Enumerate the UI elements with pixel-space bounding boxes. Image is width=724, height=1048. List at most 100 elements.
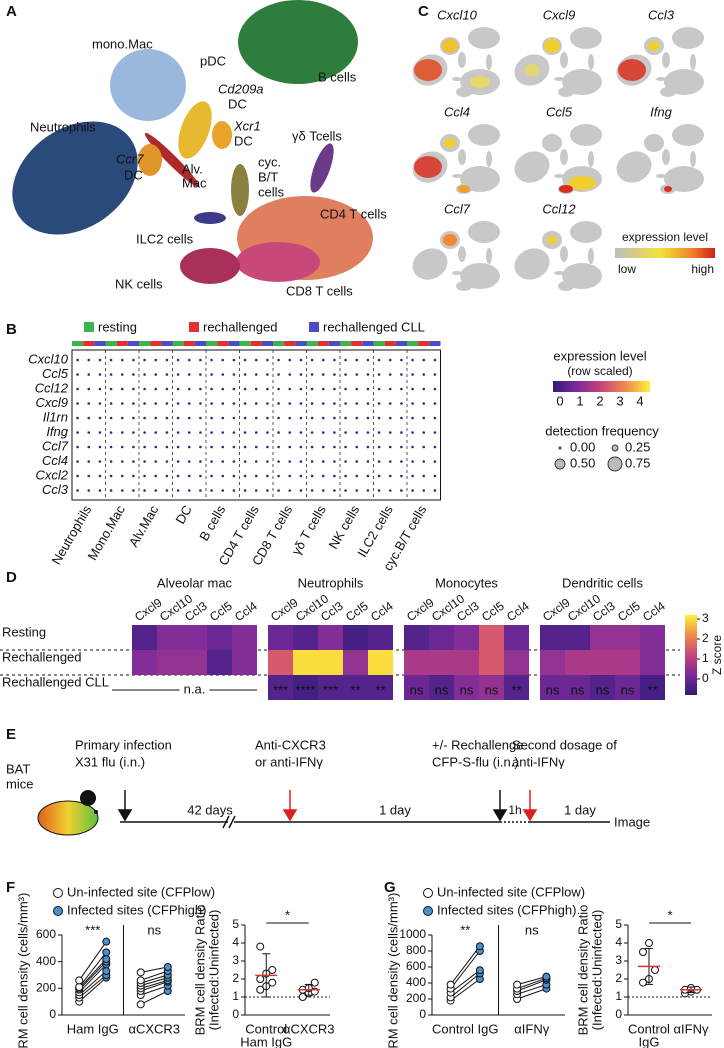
panel-letter: C — [418, 3, 429, 20]
stat-label: ns — [546, 682, 560, 697]
dot-texture — [299, 489, 303, 492]
dot-texture — [355, 358, 359, 362]
y-tick-label: 4 — [615, 935, 622, 949]
cluster-label: CD8 T cells — [286, 283, 353, 298]
condition-bar — [150, 341, 162, 346]
legend-marker — [423, 888, 433, 898]
dot-texture — [433, 474, 437, 478]
dot-texture — [310, 474, 314, 478]
dot-texture — [176, 431, 180, 434]
dot-texture — [76, 416, 79, 420]
condition-bar — [105, 341, 117, 346]
legend-label: rechallenged CLL — [323, 319, 425, 334]
dot-texture — [132, 373, 135, 376]
dot-texture — [310, 358, 314, 362]
dot-texture — [109, 474, 113, 478]
heatmap-cell — [615, 675, 640, 700]
dot-texture — [277, 387, 280, 391]
condition-bar — [362, 341, 374, 346]
dot-texture — [243, 474, 247, 478]
dot-texture — [232, 358, 236, 362]
condition-bar — [183, 341, 195, 346]
dot-texture — [433, 402, 437, 405]
dot-texture — [76, 373, 79, 376]
dot-texture — [210, 416, 213, 420]
dot-texture — [400, 431, 403, 434]
column-label: Ccl5 — [343, 599, 371, 624]
dot-texture — [254, 460, 258, 463]
y-tick-label: 600 — [406, 959, 426, 973]
color-tick: 2 — [596, 393, 603, 408]
dot-texture — [366, 402, 370, 405]
dot-texture — [344, 431, 347, 434]
cell-type-label: Alv.Mac — [126, 502, 162, 549]
plot-frame — [71, 349, 441, 501]
dot-texture — [411, 416, 414, 420]
dot-texture — [310, 489, 314, 492]
annotation: ns — [147, 922, 161, 937]
color-bar — [685, 615, 697, 695]
dot-texture — [411, 474, 414, 478]
dot-texture — [254, 358, 258, 362]
heatmap-cell — [565, 625, 590, 650]
heatmap-cell — [640, 675, 665, 700]
dot-texture — [165, 358, 169, 362]
dot-texture — [344, 460, 347, 463]
dot-texture — [154, 373, 158, 376]
dot-texture — [87, 358, 91, 362]
heatmap-cell — [207, 650, 232, 675]
dot-texture — [254, 489, 258, 492]
cluster-label: ILC2 cells — [136, 231, 194, 246]
dot-texture — [299, 402, 303, 405]
dot-texture — [310, 460, 314, 463]
point — [268, 966, 277, 974]
dot-texture — [400, 474, 403, 478]
cluster-label: B/T — [258, 169, 278, 184]
dot-texture — [109, 489, 113, 492]
dot-texture — [366, 431, 370, 434]
x-tick-label: Ham IgG — [240, 1034, 292, 1048]
heatmap-title: Monocytes — [435, 575, 498, 590]
dot-texture — [199, 431, 202, 434]
gene-label: Ccl5 — [546, 104, 573, 119]
condition-bar — [373, 341, 385, 346]
dot-texture — [210, 358, 213, 362]
condition-bar — [194, 341, 206, 346]
dot-texture — [433, 416, 437, 420]
dot-texture — [388, 460, 392, 463]
legend-label: low — [618, 262, 636, 276]
dot-texture — [388, 489, 392, 492]
y-axis-label: BRM cell density (cells/mm³) — [15, 893, 30, 1048]
dot-texture — [165, 387, 169, 391]
dot-texture — [221, 489, 225, 492]
dot-texture — [288, 474, 292, 478]
dot-texture — [232, 445, 236, 449]
pair-line — [140, 974, 168, 984]
dot-texture — [355, 474, 359, 478]
point — [446, 980, 455, 989]
dot-texture — [109, 402, 113, 405]
dot-texture — [143, 358, 146, 362]
dot-texture — [277, 431, 280, 434]
dot-texture — [87, 460, 91, 463]
y-tick-label: 200 — [36, 981, 56, 995]
dot-texture — [377, 402, 381, 405]
dot-texture — [266, 445, 269, 449]
pair-line — [516, 979, 547, 992]
dot-texture — [366, 373, 370, 376]
dot-texture — [120, 460, 124, 463]
condition-bar — [261, 341, 273, 346]
dot-texture — [321, 474, 325, 478]
pair-line — [450, 969, 481, 993]
legend-label: Un-infected site (CFPlow) — [437, 884, 585, 899]
y-tick-label: 5 — [232, 917, 239, 931]
dot-texture — [221, 431, 225, 434]
dot-texture — [232, 431, 236, 434]
color-tick: 3 — [702, 611, 709, 625]
heatmap-cell — [504, 675, 529, 700]
point — [256, 985, 265, 994]
dot-texture — [109, 431, 113, 434]
color-bar — [615, 248, 715, 258]
dot-texture — [355, 373, 359, 376]
point — [163, 963, 172, 971]
